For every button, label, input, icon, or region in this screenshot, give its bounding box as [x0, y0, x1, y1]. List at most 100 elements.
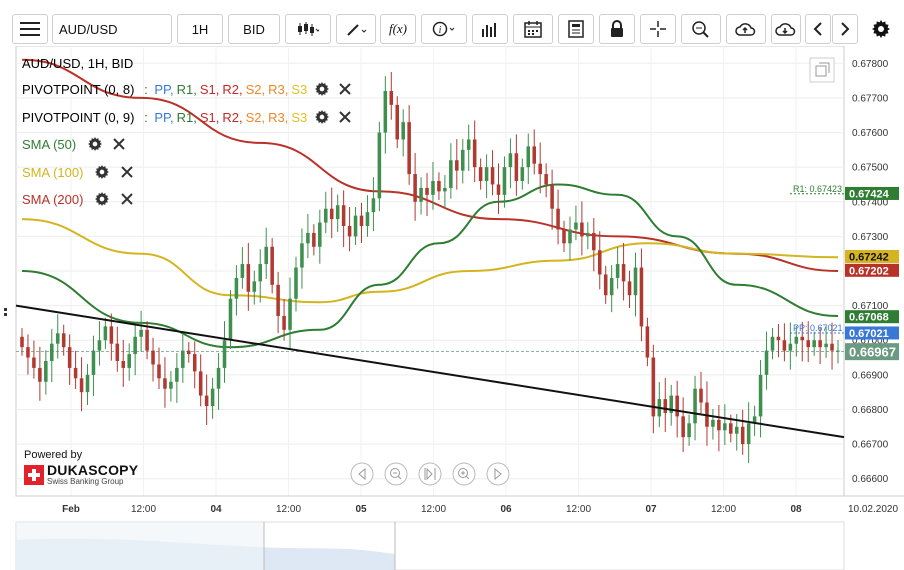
candle-body [574, 222, 578, 230]
report-button[interactable] [558, 14, 594, 44]
close-icon[interactable] [120, 193, 133, 205]
candle-body [175, 367, 179, 382]
candle [371, 177, 376, 232]
candle-body [97, 340, 102, 351]
level-label: PP: 0.67021 [793, 323, 843, 333]
candle [538, 142, 542, 194]
candle-body [312, 232, 316, 247]
download-button[interactable] [771, 14, 801, 44]
settings-button[interactable] [866, 14, 896, 44]
chart-type-button[interactable] [285, 14, 331, 44]
close-icon[interactable] [338, 111, 351, 123]
symbol-select[interactable]: AUD/USD [52, 14, 172, 44]
x-tick-label: 04 [210, 504, 222, 515]
sma50-legend[interactable]: SMA (50) [22, 137, 126, 153]
candle-body [329, 208, 334, 220]
candle-body [216, 367, 221, 389]
candle-body [282, 316, 286, 330]
candle-body [484, 167, 489, 181]
period-select[interactable]: 1H [177, 14, 223, 44]
info-button[interactable]: i [421, 14, 467, 44]
close-icon[interactable] [338, 83, 351, 95]
close-icon[interactable] [113, 138, 126, 150]
candle [186, 341, 191, 363]
candle-body [103, 326, 108, 341]
candle [55, 314, 60, 359]
time-axis[interactable]: Feb 12:00 04 12:00 05 12:00 06 12:00 07 12:00 08 10… [16, 495, 904, 515]
bar-chart-icon [482, 23, 496, 37]
navigator-window[interactable] [16, 522, 264, 570]
candle-body [693, 388, 697, 424]
candle [133, 321, 137, 376]
candle [609, 265, 614, 313]
price-chart[interactable]: R1: 0.67423 PP: 0.67021 0.67800 0.67700 0.6… [0, 46, 904, 570]
pivot-legend-2[interactable]: PIVOTPOINT (0, 9) : PP, R1, S1, R2, S2, R3, S3 [22, 110, 351, 126]
calendar-button[interactable] [513, 14, 553, 44]
volume-button[interactable] [472, 14, 508, 44]
gear-icon[interactable] [87, 137, 102, 151]
gear-icon[interactable] [314, 82, 329, 96]
scroll-right-button[interactable] [832, 14, 858, 44]
sma200-label: SMA (200) [22, 192, 84, 207]
gear-icon[interactable] [314, 110, 329, 124]
candle-body [669, 395, 674, 413]
zoom-out-button[interactable] [384, 462, 408, 486]
menu-button[interactable] [12, 14, 48, 44]
candle [401, 109, 405, 157]
expand-button[interactable] [809, 57, 835, 83]
candle [621, 242, 626, 301]
candle [770, 328, 775, 360]
zoom-button[interactable] [681, 14, 721, 44]
lock-icon [611, 20, 623, 37]
candle-body [562, 229, 566, 244]
candle-body [44, 361, 48, 382]
candle-body [306, 232, 310, 244]
x-tick-label: 07 [645, 504, 657, 515]
candle [806, 321, 810, 363]
candle [615, 247, 620, 289]
candle [276, 272, 280, 333]
lock-button[interactable] [599, 14, 635, 44]
pan-right-button[interactable] [486, 462, 510, 486]
trendline[interactable] [15, 304, 845, 439]
gear-icon[interactable] [95, 165, 110, 179]
candle [335, 194, 340, 232]
candle-body [651, 357, 656, 417]
candle-body [335, 205, 340, 220]
upload-button[interactable] [726, 14, 766, 44]
zoom-in-button[interactable] [452, 462, 476, 486]
pivot-level-label: S1, [199, 110, 220, 125]
sma100-legend[interactable]: SMA (100) [22, 165, 133, 181]
gear-icon [872, 20, 890, 38]
drag-handle[interactable] [4, 308, 8, 320]
candle [431, 161, 435, 210]
draw-tool-button[interactable] [336, 14, 376, 44]
gear-icon[interactable] [95, 192, 110, 206]
candle-body [210, 388, 215, 406]
close-icon[interactable] [120, 166, 133, 178]
reset-zoom-button[interactable] [418, 462, 442, 486]
candle [484, 154, 489, 198]
candle [222, 321, 227, 383]
candle-body [26, 347, 30, 358]
price-tag-label: 0.67202 [849, 265, 889, 277]
candle [568, 216, 572, 261]
pivot-legend-1[interactable]: PIVOTPOINT (0, 8) : PP, R1, S1, R2, S2, R3, S3 [22, 82, 351, 98]
sma200-legend[interactable]: SMA (200) [22, 192, 133, 208]
price-tag-label: 0.66967 [849, 345, 896, 360]
indicators-button[interactable]: f(x) [380, 14, 416, 44]
candle [318, 209, 322, 264]
price-tag-label: 0.67242 [849, 251, 889, 263]
candle-body [740, 426, 745, 445]
side-select[interactable]: BID [228, 14, 280, 44]
candle-body [353, 215, 358, 237]
candle-body [431, 181, 435, 195]
scroll-left-button[interactable] [805, 14, 831, 44]
powered-by-text: Powered by [24, 449, 83, 461]
candle-body [776, 336, 781, 341]
chevron-left-icon [813, 22, 822, 36]
crosshair-button[interactable] [640, 14, 676, 44]
pan-left-button[interactable] [350, 462, 374, 486]
candle [323, 191, 328, 234]
price-tag [845, 186, 899, 200]
